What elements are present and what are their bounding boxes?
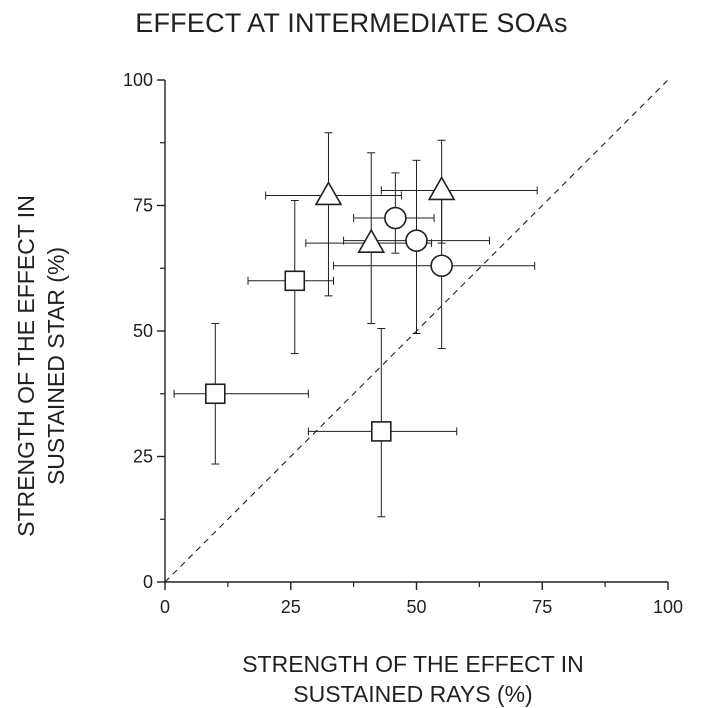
axis-labels: STRENGTH OF THE EFFECT IN SUSTAINED RAYS… xyxy=(13,195,584,707)
x-tick-label: 100 xyxy=(653,597,683,617)
y-tick-label: 100 xyxy=(123,70,153,90)
x-axis-title-line-1: STRENGTH OF THE EFFECT IN xyxy=(242,651,584,677)
triangle-marker xyxy=(427,175,456,201)
x-tick-label: 75 xyxy=(532,597,552,617)
y-tick-label: 50 xyxy=(133,321,153,341)
error-bars xyxy=(173,132,538,518)
triangle-marker xyxy=(314,180,343,206)
y-axis-title-line-2: SUSTAINED STAR (%) xyxy=(43,247,69,485)
y-tick-label: 25 xyxy=(133,447,153,467)
y-tick-label: 75 xyxy=(133,196,153,216)
x-tick-label: 0 xyxy=(160,597,170,617)
square-marker xyxy=(370,421,392,442)
y-axis-title-line-1: STRENGTH OF THE EFFECT IN xyxy=(13,195,39,537)
markers xyxy=(205,175,456,442)
x-tick-label: 50 xyxy=(406,597,426,617)
x-axis-title-line-2: SUSTAINED RAYS (%) xyxy=(293,681,532,707)
square-marker xyxy=(284,270,306,292)
x-tick-label: 25 xyxy=(281,597,301,617)
y-tick-label: 0 xyxy=(143,572,153,592)
chart-title: EFFECT AT INTERMEDIATE SOAs xyxy=(135,8,568,38)
square-marker xyxy=(205,383,226,405)
triangle-marker xyxy=(357,228,386,253)
axes: 0 25 50 75 100 0 25 50 75 100 xyxy=(123,70,683,617)
circle-marker xyxy=(405,229,428,252)
circle-marker xyxy=(430,254,453,278)
circle-marker xyxy=(384,206,407,230)
